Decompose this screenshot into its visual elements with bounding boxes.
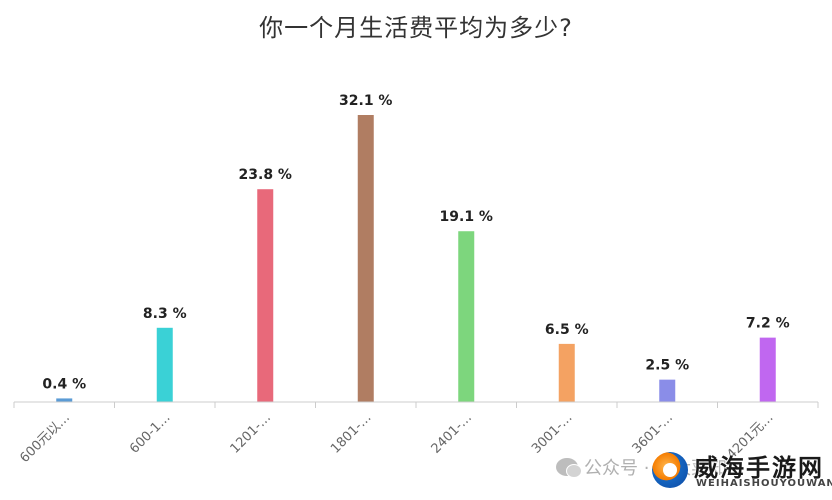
watermark: 公众号 · 凌大菜知 威海手游网 WEIHAISHOUYOUWANG — [556, 444, 832, 496]
data-label: 8.3 % — [143, 306, 187, 322]
data-label: 23.8 % — [239, 167, 292, 183]
x-tick-label: 600元以… — [17, 410, 73, 466]
bar-3[interactable] — [257, 189, 274, 402]
bar-7[interactable] — [659, 379, 676, 402]
bars-group — [56, 115, 776, 402]
bar-2[interactable] — [156, 327, 173, 402]
wechat-icon — [556, 458, 582, 478]
data-label: 6.5 % — [545, 322, 589, 338]
chart-title: 你一个月生活费平均为多少? — [259, 14, 573, 42]
data-label: 2.5 % — [645, 358, 689, 374]
bar-8[interactable] — [759, 337, 776, 402]
x-tick-label: 2401-… — [429, 410, 476, 457]
site-url: WEIHAISHOUYOUWANG — [696, 478, 832, 489]
bar-6[interactable] — [558, 343, 575, 402]
x-tick-label: 1201-… — [228, 410, 275, 457]
x-ticks-group — [13, 402, 819, 408]
bar-4[interactable] — [357, 115, 374, 402]
site-name: 威海手游网 — [694, 454, 824, 482]
data-label: 32.1 % — [339, 93, 392, 109]
bar-1[interactable] — [56, 398, 73, 402]
data-label: 0.4 % — [42, 376, 86, 392]
site-logo-icon — [652, 452, 688, 488]
bar-5[interactable] — [458, 231, 475, 402]
data-label: 7.2 % — [746, 316, 790, 332]
value-labels-group: 0.4 % 8.3 % 23.8 % 32.1 % 19.1 % 6.5 % 2.5 % 7.… — [42, 93, 789, 392]
data-label: 19.1 % — [440, 209, 493, 225]
x-tick-label: 600-1… — [127, 410, 174, 457]
x-tick-label: 1801-… — [328, 410, 375, 457]
